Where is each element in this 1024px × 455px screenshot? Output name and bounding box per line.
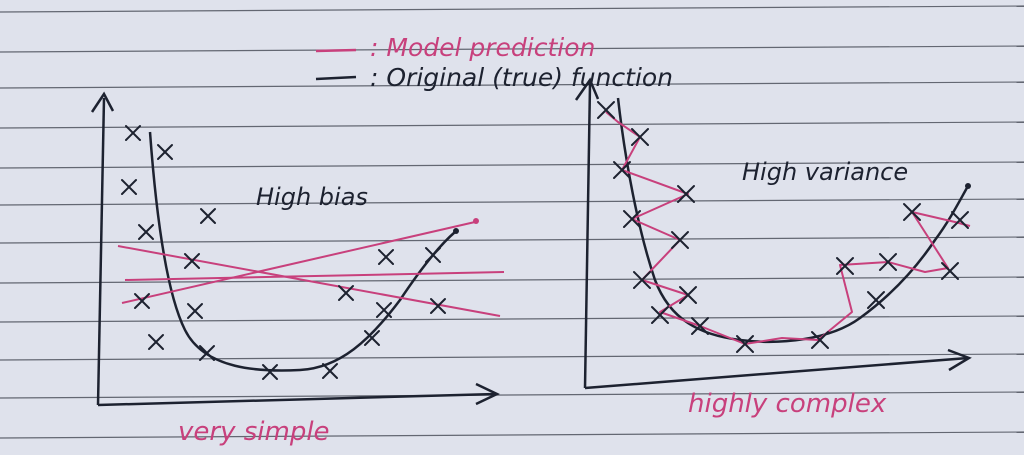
ruled-line [0, 236, 1024, 244]
left-model-line-rising [121, 221, 476, 304]
data-point-x-mark [364, 330, 380, 346]
ruled-line [0, 431, 1024, 439]
data-point-x-mark [651, 306, 669, 324]
data-point-x-mark [121, 179, 137, 195]
right-y-arrowhead [574, 77, 600, 101]
right-panel: High variance highly complex [574, 77, 972, 419]
left-model-line-flat [124, 271, 505, 281]
data-point-x-mark [157, 144, 173, 160]
right-curve-end-dot [965, 183, 971, 189]
ruled-line [0, 315, 1024, 323]
data-point-x-mark [879, 253, 897, 271]
left-x-axis [97, 392, 497, 407]
legend-true-label: : Original (true) function [370, 63, 673, 92]
data-point-x-mark [199, 345, 215, 361]
right-x-arrowhead [947, 348, 972, 372]
data-point-x-mark [200, 208, 216, 224]
data-point-x-mark [691, 317, 709, 335]
data-point-x-mark [951, 211, 969, 229]
data-point-x-mark [677, 185, 695, 203]
data-point-x-mark [671, 231, 689, 249]
legend: : Model prediction : Original (true) fun… [315, 33, 673, 92]
ruled-line [0, 5, 1024, 13]
data-point-x-mark [633, 271, 651, 289]
legend-model-swatch [315, 48, 357, 53]
data-point-x-mark [736, 335, 754, 353]
data-point-x-mark [425, 247, 441, 263]
left-panel: High bias very simple [90, 91, 505, 447]
right-annotation: High variance [742, 158, 908, 186]
right-true-function-curve [616, 97, 970, 344]
right-model-zigzag [605, 111, 971, 345]
left-model-end-dot [473, 218, 479, 224]
data-point-x-mark [903, 203, 921, 221]
ruled-line [0, 81, 1024, 89]
left-true-function-curve [148, 131, 456, 372]
data-point-x-mark [262, 364, 278, 380]
data-point-x-mark [138, 224, 154, 240]
right-y-axis [583, 83, 592, 389]
data-point-x-mark [148, 334, 164, 350]
data-point-x-mark [836, 257, 854, 275]
data-point-x-mark [322, 363, 338, 379]
data-point-x-mark [376, 302, 392, 318]
data-point-x-mark [184, 253, 200, 269]
data-point-x-mark [679, 286, 697, 304]
ruled-line [0, 198, 1024, 206]
left-data-points [121, 125, 446, 380]
ruled-line [0, 45, 1024, 53]
data-point-x-mark [125, 125, 141, 141]
ruled-lines [0, 5, 1024, 439]
left-caption: very simple [178, 417, 330, 447]
data-point-x-mark [134, 293, 150, 309]
right-x-axis [584, 356, 969, 390]
data-point-x-mark [430, 298, 446, 314]
left-y-axis [96, 97, 106, 406]
data-point-x-mark [187, 303, 203, 319]
data-point-x-mark [613, 161, 631, 179]
ruled-line [0, 276, 1024, 284]
data-point-x-mark [811, 331, 829, 349]
left-y-arrowhead [90, 91, 115, 113]
legend-true-swatch [315, 75, 357, 81]
ruled-line [0, 391, 1024, 399]
data-point-x-mark [597, 101, 615, 119]
data-point-x-mark [338, 285, 354, 301]
left-x-arrowhead [475, 382, 500, 406]
legend-model-label: : Model prediction [370, 33, 595, 62]
ruled-line [0, 121, 1024, 129]
right-caption: highly complex [688, 389, 887, 419]
data-point-x-mark [623, 210, 641, 228]
left-annotation: High bias [256, 183, 368, 211]
left-curve-end-dot [453, 228, 459, 234]
data-point-x-mark [867, 291, 885, 309]
data-point-x-mark [941, 262, 959, 280]
data-point-x-mark [631, 128, 649, 146]
ruled-line [0, 161, 1024, 169]
data-point-x-mark [378, 249, 394, 265]
right-data-points [597, 101, 969, 353]
ruled-line [0, 353, 1024, 361]
